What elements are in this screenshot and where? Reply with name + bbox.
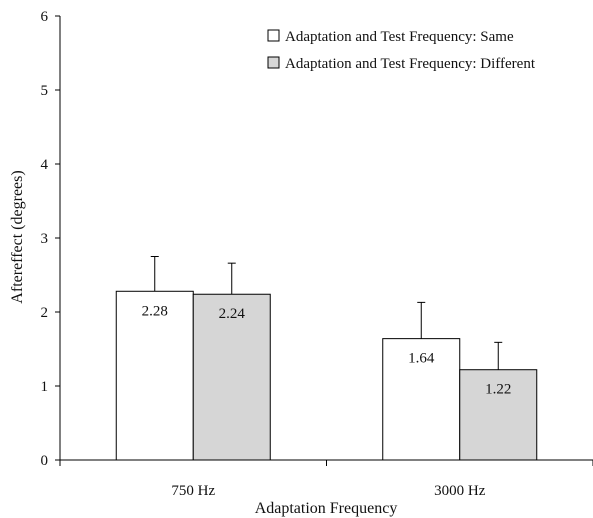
legend-swatch: [267, 56, 280, 69]
y-tick-label: 5: [41, 83, 49, 99]
y-axis: 0 1 2 3 4 5 6: [41, 9, 61, 469]
x-axis: 750 Hz 3000 Hz: [59, 459, 593, 499]
bar-s2-0: [192, 293, 271, 461]
y-tick-label: 2: [41, 305, 49, 321]
y-tick-label: 1: [41, 379, 49, 395]
data-label: 1.64: [408, 351, 435, 367]
legend: Adaptation and Test Frequency: Same Adapt…: [267, 29, 536, 72]
legend-swatch: [267, 29, 280, 42]
x-axis-title: Adaptation Frequency: [255, 500, 398, 517]
bar-s2-1: [459, 369, 538, 461]
x-tick-label: 750 Hz: [171, 483, 215, 499]
legend-label: Adaptation and Test Frequency: Same: [285, 29, 514, 45]
y-axis-title: Aftereffect (degrees): [9, 170, 26, 303]
x-tick-label: 3000 Hz: [434, 483, 486, 499]
bar-s1-1: [382, 338, 461, 461]
y-tick-label: 6: [41, 9, 49, 25]
y-tick-label: 0: [41, 453, 49, 469]
bar-s1-0: [115, 290, 194, 461]
legend-label: Adaptation and Test Frequency: Different: [285, 56, 536, 72]
bars: 2.28 2.24 1.64 1.22: [115, 256, 538, 461]
data-label: 2.28: [142, 303, 168, 319]
data-label: 2.24: [219, 306, 246, 322]
y-tick-label: 3: [41, 231, 49, 247]
data-label: 1.22: [485, 382, 511, 398]
y-tick-label: 4: [41, 157, 49, 173]
